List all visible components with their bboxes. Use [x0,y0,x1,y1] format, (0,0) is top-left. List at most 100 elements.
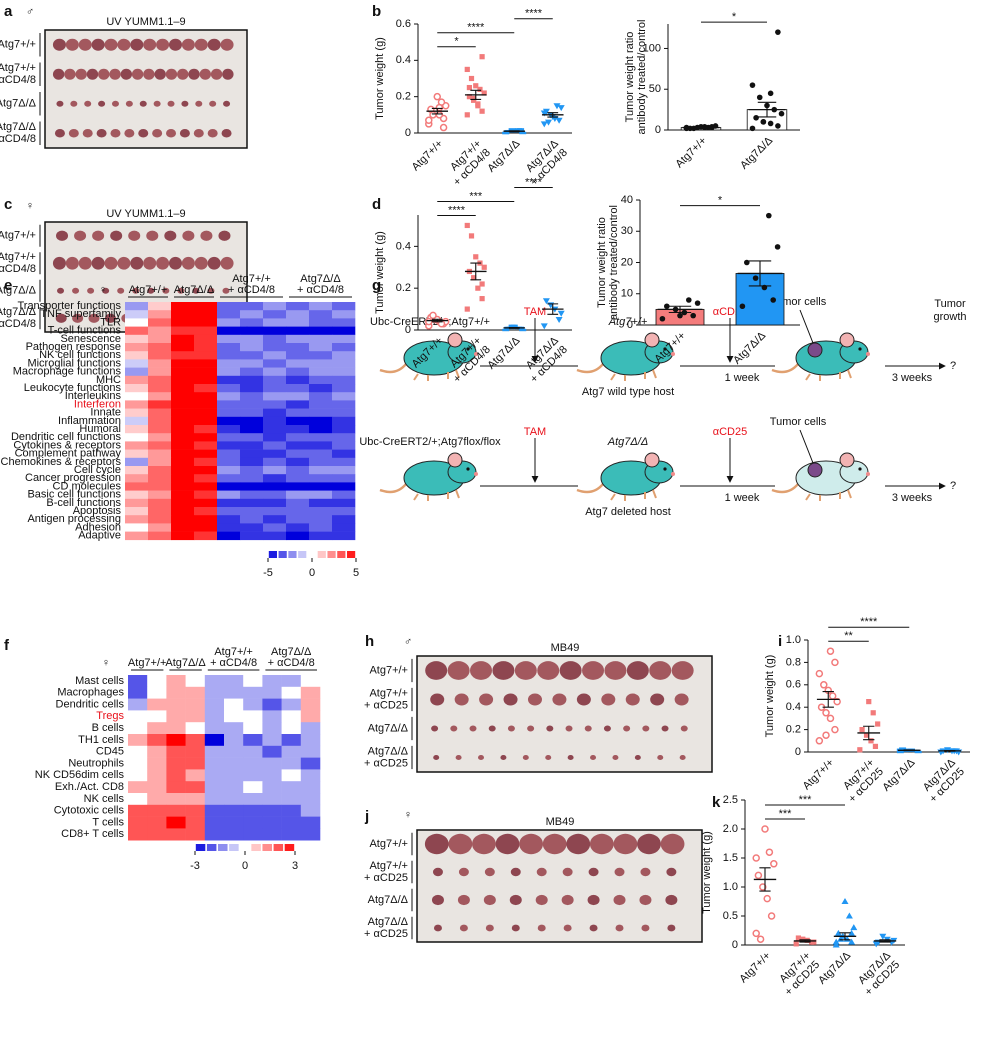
tumor [562,867,573,877]
heat-cell [171,425,195,434]
tumor [109,68,121,80]
heat-cell [147,745,167,758]
point [659,315,666,322]
row-label: Pathogen response [26,341,121,353]
colorbar-swatch [195,844,206,851]
heat-cell [262,745,282,758]
point [834,929,842,936]
heat-cell [281,793,302,806]
row-label: B-cell functions [46,497,121,509]
heat-cell [243,675,263,688]
heat-cell [166,686,186,699]
tumor [207,129,218,138]
row-label: Atg7Δ/Δ [0,285,37,297]
heat-cell [147,804,167,817]
heat-cell [263,498,287,508]
tumor [82,129,93,138]
heat-cell [125,400,149,409]
heat-cell [147,734,167,747]
point [468,75,475,82]
heat-cell [128,722,148,735]
tumor [98,100,106,107]
panel-label: f [4,637,10,654]
tumor [640,867,651,877]
heat-cell [128,769,148,782]
tumor [485,924,494,932]
point [425,116,433,125]
colorbar-swatch [278,551,287,558]
heat-cell [286,343,310,352]
heat-cell [300,745,321,758]
tumor [519,833,544,855]
heat-cell [240,498,264,508]
tumor [537,924,546,932]
tumor [500,754,507,761]
point [828,692,837,700]
heat-cell [125,343,149,352]
column-group-label: Atg7Δ/Δ [271,646,312,658]
tumor [117,38,131,51]
tumor [657,754,664,761]
column-group-label: Atg7Δ/Δ [174,284,215,296]
point [475,285,481,291]
tumor [613,833,638,855]
heat-cell [332,425,356,434]
heat-cell [204,734,225,747]
heat-cell [240,351,264,360]
heat-cell [240,441,264,450]
tumor [561,894,574,906]
point [775,29,781,35]
y-tick-label: 100 [643,42,661,54]
heat-cell [125,318,149,327]
sex-symbol: ♂ [26,6,34,18]
tumor [660,833,685,855]
heat-cell [286,507,310,516]
row-label: Microglial functions [27,357,121,369]
host-label: Atg7 wild type host [582,386,674,398]
row-label: Senescence [60,333,121,345]
heat-cell [262,757,282,770]
tumor [666,867,677,877]
heat-cell [332,392,356,401]
heat-cell [125,515,149,524]
tumor [162,287,170,294]
tumor [207,256,221,270]
heat-cell [240,490,264,500]
pointer [799,309,814,344]
heat-cell [148,482,172,491]
heat-cell [262,734,282,747]
heat-cell [148,375,172,385]
heat-cell [194,334,218,344]
error-bar [431,107,443,115]
heat-cell [148,490,172,500]
row-label: + αCD4/8 [0,318,36,330]
heat-cell [147,793,167,806]
heat-cell [240,400,264,409]
tumor [459,924,468,932]
row-label: CD molecules [53,480,122,492]
heat-cell [217,384,241,393]
point [753,114,759,121]
heat-cell [204,816,225,829]
heat-cell [148,523,172,532]
tumor [537,661,560,680]
outcome: Tumor [934,298,966,310]
tumor [457,894,470,906]
heat-cell [125,482,149,491]
tumor [455,754,462,761]
heat-cell [204,722,225,735]
y-tick-label: 0.5 [723,910,738,922]
tumor [495,833,520,855]
tumor [88,313,100,323]
heat-cell [300,816,321,829]
tumor [637,833,661,855]
heat-cell [194,457,218,467]
heat-cell [147,757,167,770]
heat-cell [217,302,241,311]
heat-cell [332,416,356,426]
error-bar [822,690,834,708]
point [914,750,922,754]
error-bar [668,305,692,314]
heat-cell [147,769,167,782]
point [475,101,481,107]
